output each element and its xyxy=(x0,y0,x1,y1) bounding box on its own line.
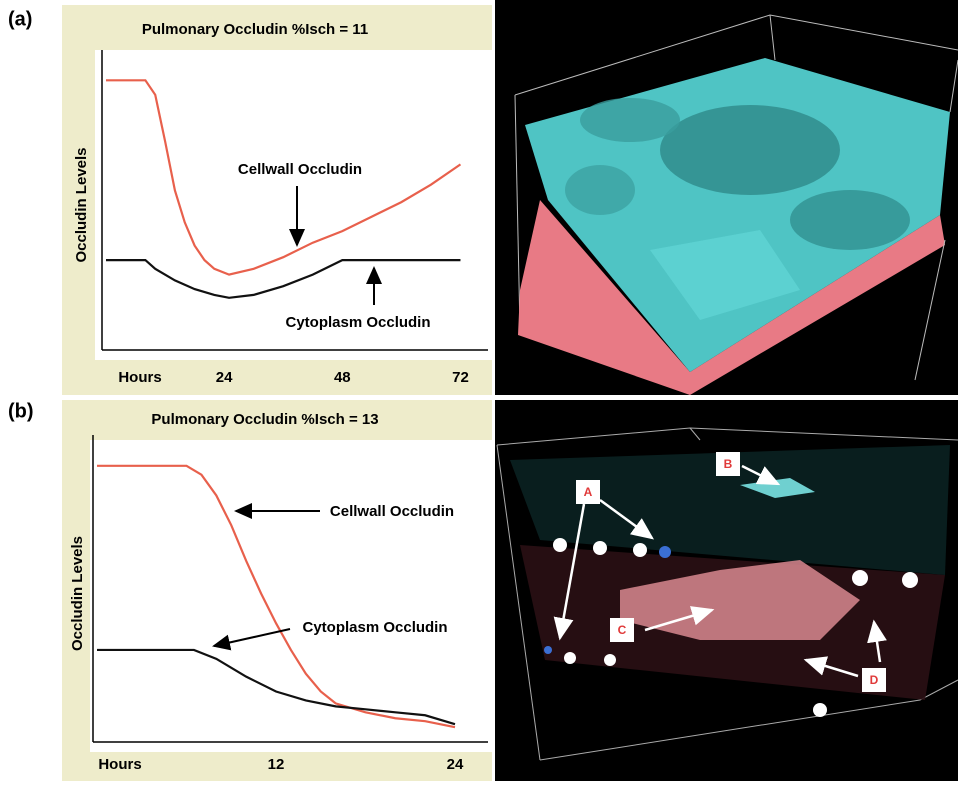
x-tick-label: 24 xyxy=(447,756,464,773)
image-annotation: A xyxy=(584,485,593,499)
x-tick-label: 12 xyxy=(268,756,285,773)
chart-title: Pulmonary Occludin %Isch = 13 xyxy=(151,411,378,428)
render-a xyxy=(495,0,958,395)
image-annotation: C xyxy=(618,623,627,637)
x-tick-label: 72 xyxy=(452,369,469,386)
y-axis-label: Occludin Levels xyxy=(69,536,86,651)
panel-label: (b) xyxy=(8,400,34,422)
y-axis-label: Occludin Levels xyxy=(73,147,90,262)
x-axis-label: Hours xyxy=(118,369,161,386)
x-tick-label: 48 xyxy=(334,369,351,386)
annotation: Cytoplasm Occludin xyxy=(285,314,430,331)
image-annotation: D xyxy=(870,673,879,687)
render-b: A B C D xyxy=(495,400,958,781)
x-axis-label: Hours xyxy=(98,756,141,773)
panel-label: (a) xyxy=(8,8,32,30)
image-annotation: B xyxy=(724,457,733,471)
annotation: Cellwall Occludin xyxy=(330,503,454,520)
annotation: Cellwall Occludin xyxy=(238,161,362,178)
figure: (a) (b) xyxy=(0,0,958,781)
plot-area xyxy=(90,440,492,752)
annotation: Cytoplasm Occludin xyxy=(302,619,447,636)
x-tick-label: 24 xyxy=(216,369,233,386)
chart-title: Pulmonary Occludin %Isch = 11 xyxy=(142,21,368,38)
